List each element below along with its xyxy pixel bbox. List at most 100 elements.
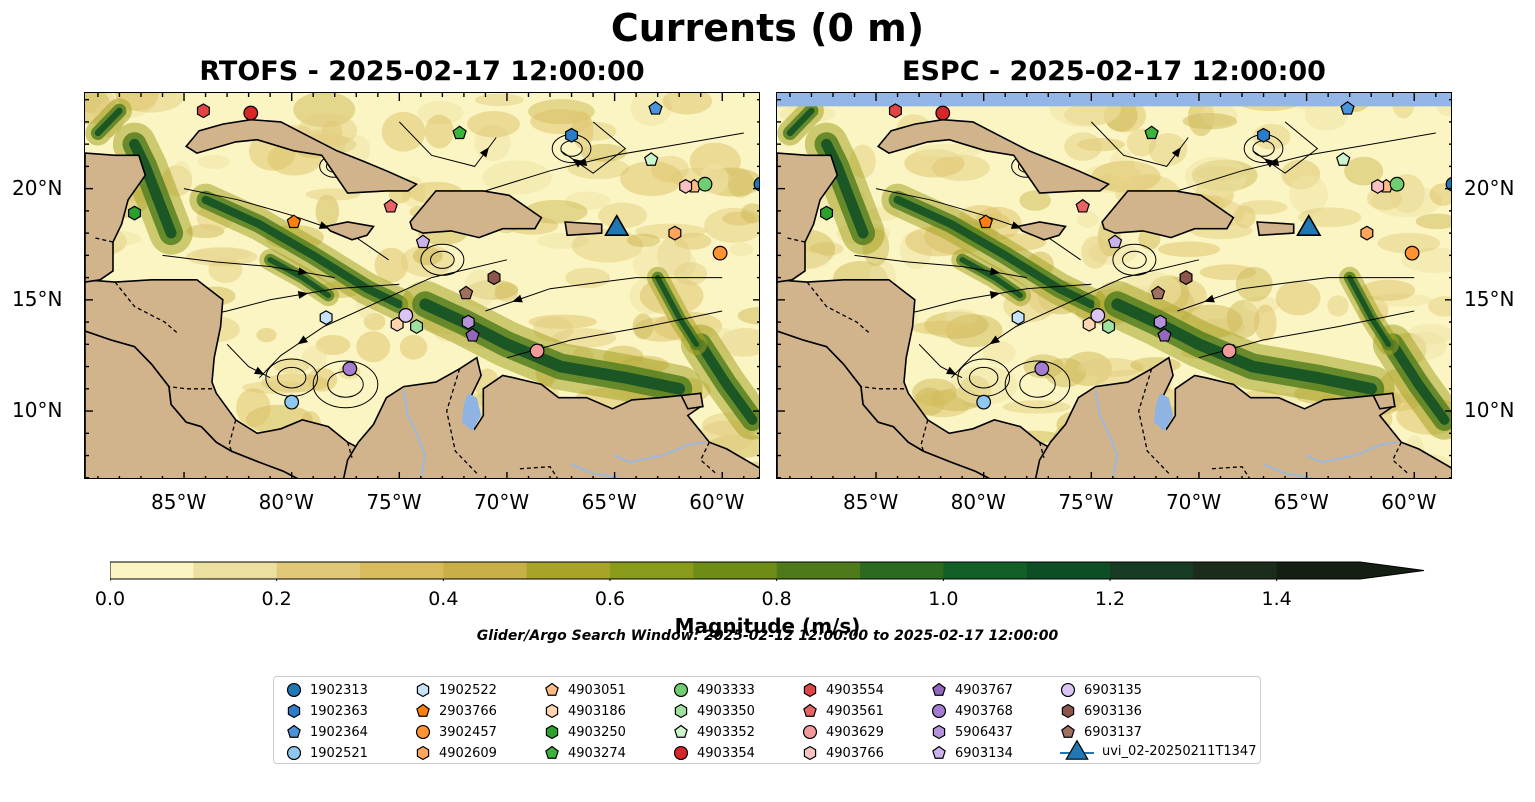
legend-entry: 4903250	[544, 724, 626, 740]
colorbar-swatch	[1276, 562, 1361, 579]
map-panel-rtofs	[84, 92, 760, 479]
marker-4903554-espc	[888, 103, 902, 119]
colorbar-tick-label: 1.0	[928, 588, 959, 610]
legend-entry: 6903134	[931, 745, 1013, 761]
colorbar-tick-label: 0.8	[761, 588, 792, 610]
legend-label: 4902609	[439, 745, 497, 761]
marker-2903766-rtofs	[286, 214, 302, 229]
legend-label: 4903186	[568, 703, 626, 719]
colorbar-tick-label: 0.4	[428, 588, 459, 610]
marker-4903766-espc	[1371, 178, 1385, 194]
legend-entry: 4903274	[544, 745, 626, 761]
marker-1902364-espc	[1340, 101, 1355, 115]
lat-tick-label-left: 10°N	[12, 398, 63, 423]
panel-title-rtofs: RTOFS - 2025-02-17 12:00:00	[199, 56, 645, 87]
marker-1902522-espc	[1011, 310, 1025, 326]
figure-title: Currents (0 m)	[610, 6, 925, 50]
legend-entry: 2903766	[415, 703, 497, 719]
marker-1902313-legend	[286, 682, 302, 698]
legend-entry: 4903766	[802, 745, 884, 761]
colorbar-tick-label: 1.4	[1261, 588, 1292, 610]
lon-tick-label: 80°W	[258, 490, 314, 514]
marker-4903274-rtofs	[452, 125, 467, 140]
marker-1902313-rtofs	[753, 177, 759, 192]
marker-4903354-legend	[673, 745, 689, 761]
marker-3902457-espc	[1404, 245, 1420, 261]
marker-uvi_02-20250211T1347-legend	[1065, 739, 1089, 760]
legend-label: 4903274	[568, 745, 626, 761]
legend-entry: 5906437	[931, 724, 1013, 740]
marker-1902364-legend	[287, 724, 301, 738]
colorbar-swatch	[193, 562, 278, 579]
marker-4903561-legend	[803, 703, 817, 717]
lat-tick-label-left: 15°N	[12, 286, 63, 311]
colorbar-swatch	[360, 562, 444, 579]
legend-label: 1902313	[310, 682, 368, 698]
lat-tick-label-left: 20°N	[12, 175, 63, 200]
lon-tick-label: 80°W	[950, 490, 1006, 514]
marker-4903274-legend	[545, 745, 559, 759]
marker-1902363-legend	[287, 703, 301, 719]
legend-label: 4903354	[697, 745, 755, 761]
marker-4903250-rtofs	[128, 205, 142, 221]
marker-6903136-rtofs	[487, 270, 501, 286]
marker-4903768-rtofs	[342, 361, 358, 377]
lat-tick-label-right: 15°N	[1464, 286, 1515, 311]
search-window-text: Glider/Argo Search Window: 2025-02-12 12…	[476, 628, 1059, 644]
colorbar-swatch	[693, 562, 778, 579]
marker-6903134-rtofs	[415, 234, 431, 249]
marker-6903137-espc	[1150, 285, 1166, 300]
tick-marks	[85, 93, 759, 478]
legend-label: 4903767	[955, 682, 1013, 698]
lon-tick-label: 65°W	[581, 490, 637, 514]
lon-tick-label: 65°W	[1273, 490, 1329, 514]
marker-4903333-rtofs	[697, 176, 713, 192]
colorbar-swatch	[1193, 562, 1278, 579]
legend-label: 4903554	[826, 682, 884, 698]
marker-6903135-espc	[1090, 308, 1106, 323]
marker-4903629-rtofs	[529, 343, 545, 359]
marker-2903766-legend	[416, 703, 430, 717]
marker-4903186-legend	[545, 703, 559, 719]
borders	[93, 236, 717, 478]
marker-4903352-legend	[674, 724, 688, 738]
marker-6903135-legend	[1060, 682, 1076, 698]
marker-5906437-legend	[932, 724, 946, 740]
marker-4903554-rtofs	[196, 103, 210, 119]
tick-marks	[777, 93, 1451, 478]
legend-label: 4903333	[697, 682, 755, 698]
marker-uvi_02-20250211T1347-rtofs	[604, 214, 630, 236]
marker-4903768-espc	[1034, 361, 1050, 377]
marker-6903134-legend	[932, 745, 946, 759]
legend-label: 4903766	[826, 745, 884, 761]
colorbar-tick-label: 0.2	[261, 588, 292, 610]
legend-entry: 4903333	[673, 682, 755, 698]
legend-entry: 4903354	[673, 745, 755, 761]
rivers	[402, 390, 706, 478]
lon-tick-label: 75°W	[366, 490, 422, 514]
legend-label: 6903136	[1084, 703, 1142, 719]
marker-4903250-espc	[820, 205, 834, 221]
legend: 1902313 1902363 1902364 1902521 1902522 29037…	[273, 676, 1261, 764]
legend-entry: 4903768	[931, 703, 1013, 719]
colorbar-extend-arrow	[1360, 562, 1424, 579]
legend-entry: 1902364	[286, 724, 368, 740]
marker-4902609-espc	[1360, 225, 1374, 241]
colorbar-swatch	[610, 562, 694, 579]
lon-tick-label: 85°W	[151, 490, 207, 514]
legend-label: 4903768	[955, 703, 1013, 719]
marker-1902363-rtofs	[565, 127, 579, 143]
marker-4903629-legend	[802, 724, 818, 740]
legend-label: 6903135	[1084, 682, 1142, 698]
marker-4903274-espc	[1144, 125, 1159, 140]
borders	[785, 236, 1409, 478]
no-data-band	[777, 93, 1451, 107]
legend-entry: 6903136	[1060, 703, 1142, 719]
legend-label: 4903250	[568, 724, 626, 740]
lon-tick-label: 85°W	[843, 490, 899, 514]
marker-4903767-rtofs	[465, 327, 480, 342]
marker-4903766-legend	[803, 745, 817, 761]
legend-entry: 4902609	[415, 745, 497, 761]
lat-tick-label-right: 10°N	[1464, 398, 1515, 423]
legend-entry: 6903135	[1060, 682, 1142, 698]
